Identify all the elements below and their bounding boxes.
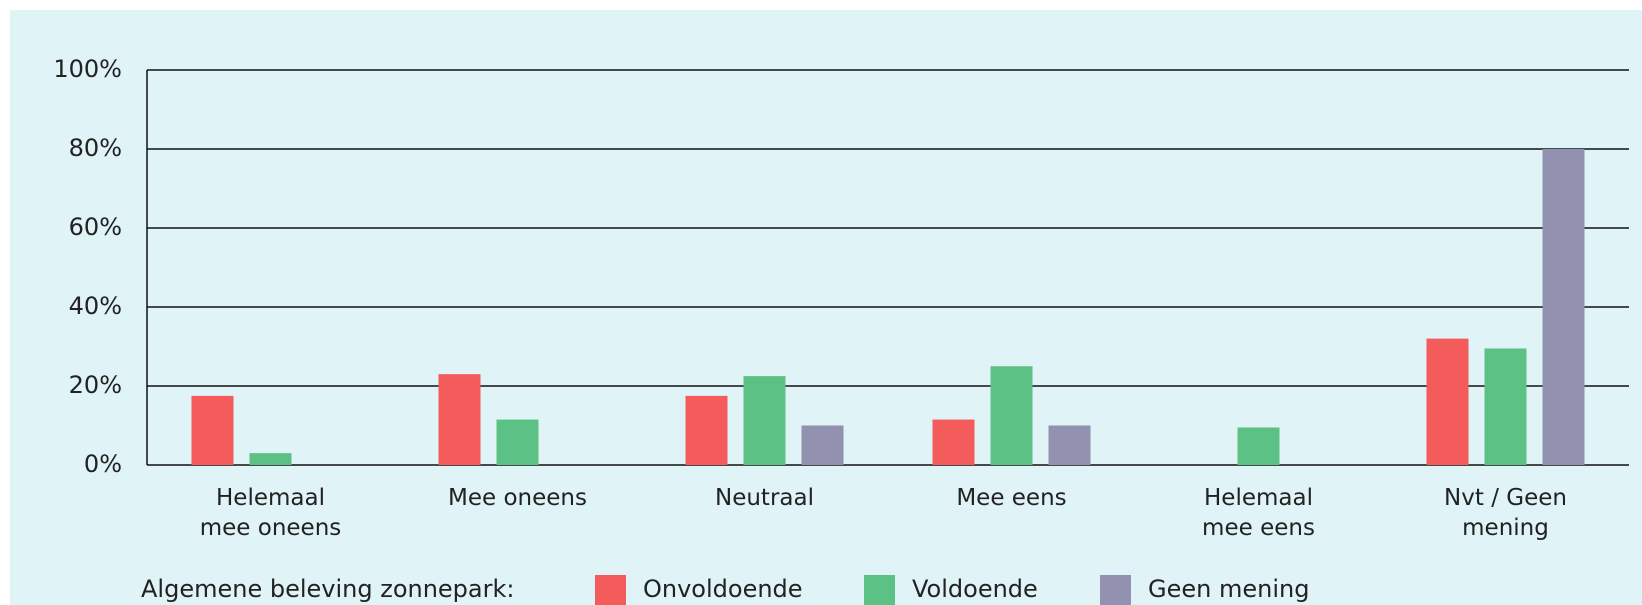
bar [1426,338,1469,465]
x-tick-label: Nvt / Geen mening [1444,485,1567,541]
x-tick-label: Neutraal [715,485,814,511]
bar [743,376,786,465]
legend-swatch [864,575,895,605]
bar [1484,348,1527,465]
bar [249,453,292,465]
legend-label: Geen mening [1148,575,1309,603]
legend-title: Algemene beleving zonnepark: [141,575,514,603]
bar [1237,427,1280,465]
y-tick-label: 80% [69,134,122,162]
bar [801,425,844,465]
bar [1048,425,1091,465]
bar [685,395,728,465]
y-tick-label: 0% [84,450,122,478]
x-tick-label: Helemaal mee oneens [199,485,342,541]
bar [438,374,481,465]
x-tick-label: Helemaal mee eens [1202,485,1315,541]
legend-swatch [1100,575,1131,605]
bar [496,419,539,465]
legend-label: Onvoldoende [643,575,803,603]
bar [990,366,1033,465]
bar [932,419,975,465]
y-tick-label: 60% [69,213,122,241]
y-tick-label: 20% [69,371,122,399]
x-tick-label: Mee oneens [448,485,587,511]
y-tick-label: 100% [53,55,122,83]
bar [191,395,234,465]
bar [1542,149,1585,465]
legend-swatch [595,575,626,605]
x-tick-label: Mee eens [956,485,1067,511]
y-tick-label: 40% [69,292,122,320]
legend-label: Voldoende [912,575,1038,603]
